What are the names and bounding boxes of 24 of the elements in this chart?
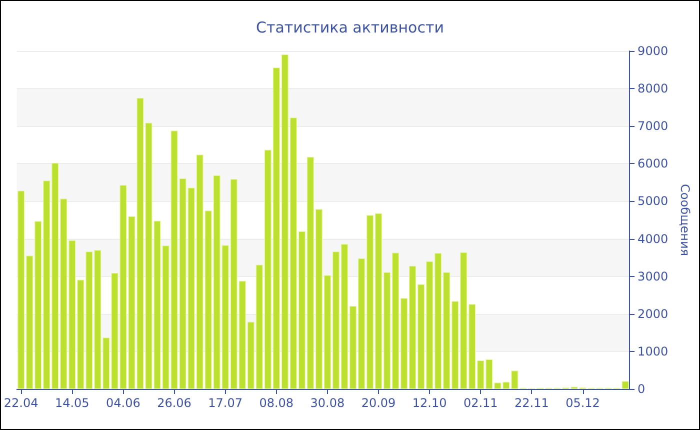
x-tick-label: 30.08 (310, 396, 345, 410)
y2-tick-label: 2000 (638, 306, 668, 321)
y2-tick-label: 0 (638, 382, 646, 396)
x-tick-label: 05.12 (566, 396, 600, 410)
y2-tick-label: 9000 (638, 44, 668, 58)
x-tick-label: 02.11 (463, 396, 498, 410)
y2-tick-label: 7000 (638, 119, 668, 134)
x-tick-label: 08.08 (259, 396, 294, 410)
x-tick-label: 20.09 (361, 396, 396, 410)
x-tick-label: 14.05 (54, 396, 90, 410)
y2-tick-label: 3000 (638, 269, 668, 284)
x-tick-label: 26.06 (157, 396, 192, 410)
x-tick-label: 04.06 (106, 396, 140, 410)
chart-title: Статистика активности (256, 18, 444, 36)
y2-tick-label: 4000 (638, 232, 668, 246)
y2-tick-label: 5000 (638, 194, 668, 208)
x-tick-label: 12.10 (412, 396, 447, 410)
x-tick-label: 17.07 (208, 396, 242, 410)
x-tick-label: 22.04 (4, 396, 38, 410)
x-tick-label: 22.11 (514, 396, 549, 410)
y2-tick-label: 6000 (638, 156, 668, 171)
y2-axis-title: Сообщения (678, 184, 692, 256)
y2-tick-label: 1000 (638, 344, 668, 358)
y2-tick-label: 8000 (638, 82, 668, 96)
